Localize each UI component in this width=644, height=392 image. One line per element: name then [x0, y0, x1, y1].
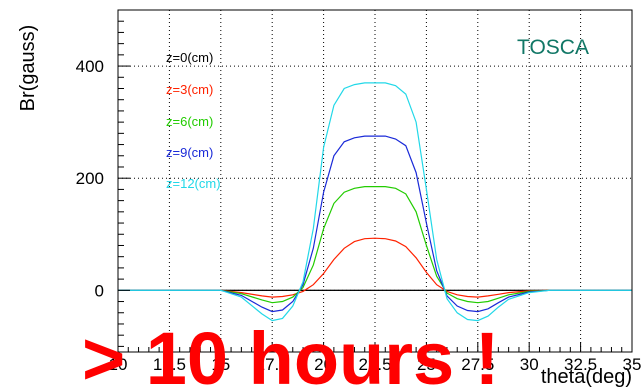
x-axis-title: theta(deg)	[541, 366, 632, 388]
x-tick-label: 35	[623, 355, 642, 374]
x-tick-label: 10	[109, 355, 128, 374]
y-tick-label: 200	[76, 169, 104, 188]
y-tick-labels: 0 200 400	[76, 57, 104, 300]
series-line	[118, 237, 632, 298]
x-tick-label: 30	[520, 355, 539, 374]
x-tick-label: 17.5	[256, 355, 289, 374]
x-tick-label: 25	[417, 355, 436, 374]
x-tick-label: 27.5	[461, 355, 494, 374]
tosca-annotation: TOSCA	[517, 36, 589, 59]
legend-entry: z=0(cm)	[166, 50, 213, 65]
legend-entry: z=9(cm)	[166, 145, 213, 160]
x-tick-label: 20	[314, 355, 333, 374]
axis-ticks	[117, 9, 633, 352]
legend-entry: z=6(cm)	[166, 114, 213, 129]
x-tick-label: 32.5	[564, 355, 597, 374]
y-tick-label: 400	[76, 57, 104, 76]
series-line	[118, 82, 632, 322]
legend-entry: z=3(cm)	[166, 82, 213, 97]
legend-entry: z=12(cm)	[166, 176, 221, 191]
series-line	[118, 135, 632, 313]
legend: z=0(cm) z=3(cm) z=6(cm) z=9(cm) z=12(cm)	[166, 50, 221, 191]
overlay-text: > 10 hours !	[82, 317, 499, 392]
y-tick-label: 0	[95, 281, 104, 300]
y-axis-title: Br(gauss)	[17, 25, 39, 112]
x-tick-label: 12.5	[153, 355, 186, 374]
x-tick-labels: 10 12.5 15 17.5 20 22.5 25 27.5 30 32.5 35	[109, 355, 642, 374]
series-lines	[118, 82, 632, 322]
series-line	[118, 186, 632, 304]
x-tick-label: 22.5	[358, 355, 391, 374]
x-tick-label: 15	[211, 355, 230, 374]
